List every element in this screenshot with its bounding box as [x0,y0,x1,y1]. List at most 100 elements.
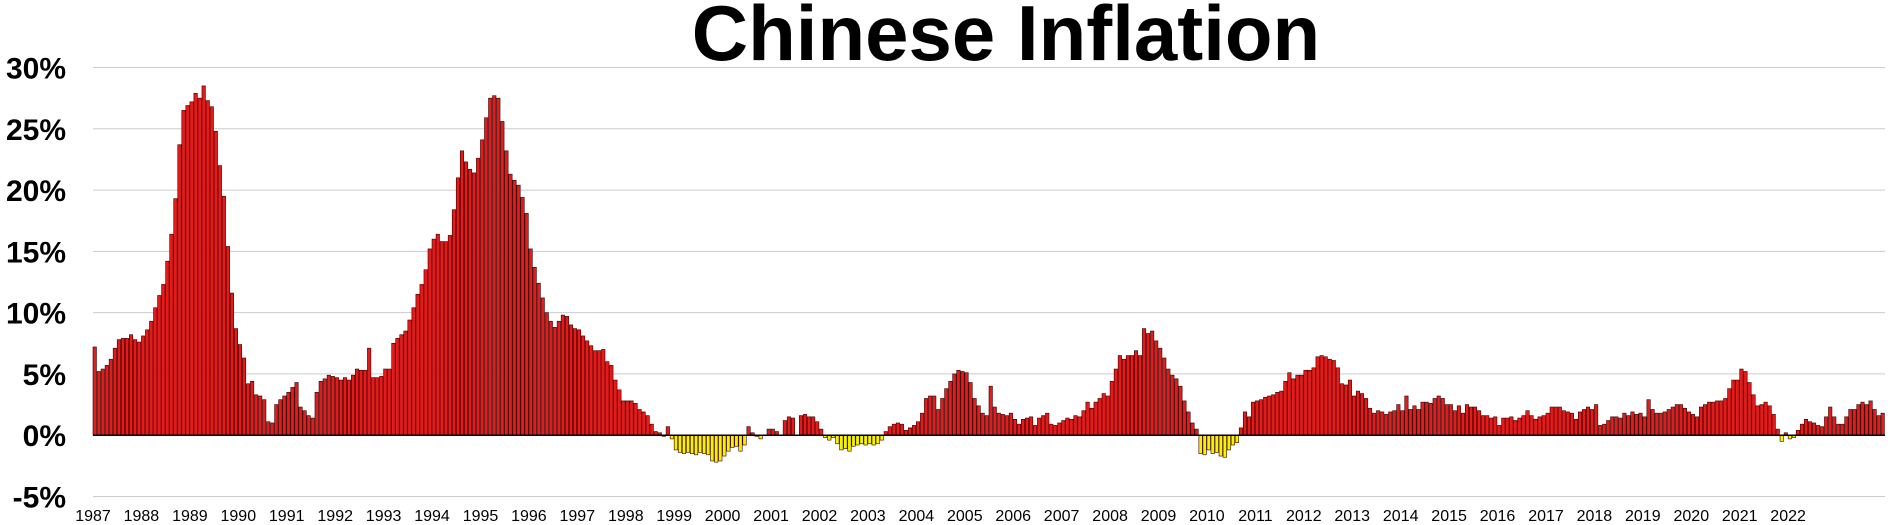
bar [262,399,267,436]
bar [629,400,634,436]
bar [552,327,557,436]
bar [1658,412,1663,436]
bar [129,334,134,436]
bar [1739,368,1744,436]
bar [863,434,868,446]
bar [1412,405,1417,436]
bar [1662,411,1667,436]
bar [1876,415,1881,436]
bar [520,197,525,436]
bar [1501,417,1506,436]
bar [920,412,925,436]
bar [895,422,900,436]
x-tick-label: 2001 [753,508,789,525]
bar [681,434,687,454]
bar [1093,401,1098,436]
bar [246,383,251,436]
x-tick-label: 2016 [1480,508,1516,525]
bar [1222,434,1227,458]
bar [532,266,537,436]
bar [161,284,166,436]
bar [1202,434,1207,456]
bar [952,373,957,436]
bar [1638,412,1643,436]
bar [673,434,678,451]
bar [468,168,473,436]
bar [229,292,234,436]
bar [613,379,618,436]
bar [1529,415,1534,436]
bar [1138,355,1143,436]
bar [609,365,614,436]
bar [1396,404,1401,436]
bar [1763,401,1768,436]
x-tick-label: 1990 [221,508,257,525]
bar [484,117,489,436]
bar [1444,404,1449,436]
bar [1703,404,1708,436]
bar [855,434,860,446]
bar [1541,415,1546,436]
bar [1747,382,1752,436]
bar [1166,368,1171,436]
x-tick-label: 2005 [947,508,983,525]
bar [116,339,121,436]
bar [1125,355,1130,436]
bar [540,297,545,436]
bar [1799,423,1804,436]
bar [956,369,961,436]
y-tick-label: 15% [6,236,66,269]
bar [153,307,158,436]
bar [585,340,590,436]
bar [1420,401,1425,436]
bar [1642,416,1647,436]
x-tick-label: 2002 [802,508,838,525]
bar [1493,416,1498,436]
bar [443,241,448,436]
bar [1743,371,1748,436]
bar [274,404,279,436]
bar [1271,394,1276,436]
bar [851,434,856,447]
bar [1355,390,1361,436]
bar [326,374,331,436]
bar [1154,340,1159,436]
bar [1033,425,1038,436]
bar [1803,418,1809,436]
bar [1101,393,1106,436]
bar [1561,410,1566,436]
bar [133,339,138,436]
bar [871,434,876,446]
bar [1456,405,1461,436]
bar [375,377,380,436]
bar [1727,388,1732,436]
bar [451,209,456,436]
bar [318,380,323,436]
bar [1824,416,1829,436]
bar [1376,410,1381,436]
x-tick-label: 2006 [995,508,1031,525]
bar [1315,356,1320,436]
bar [548,320,553,436]
bar [1004,415,1009,436]
bar [500,121,505,436]
bar [1436,395,1441,436]
bar [738,434,743,452]
bar [1251,401,1256,436]
bar [221,195,226,436]
bar [185,105,190,436]
bar [330,376,335,436]
bar [976,405,981,436]
bar [447,235,452,436]
bar [1255,400,1260,436]
bar [209,106,214,436]
bar [1226,434,1231,451]
bar [1723,398,1728,436]
bar [1759,404,1764,436]
bar [124,338,130,436]
bar [1275,392,1280,436]
bar [1719,400,1724,436]
bar [1590,409,1595,436]
bar [379,376,384,436]
bar [431,238,436,436]
